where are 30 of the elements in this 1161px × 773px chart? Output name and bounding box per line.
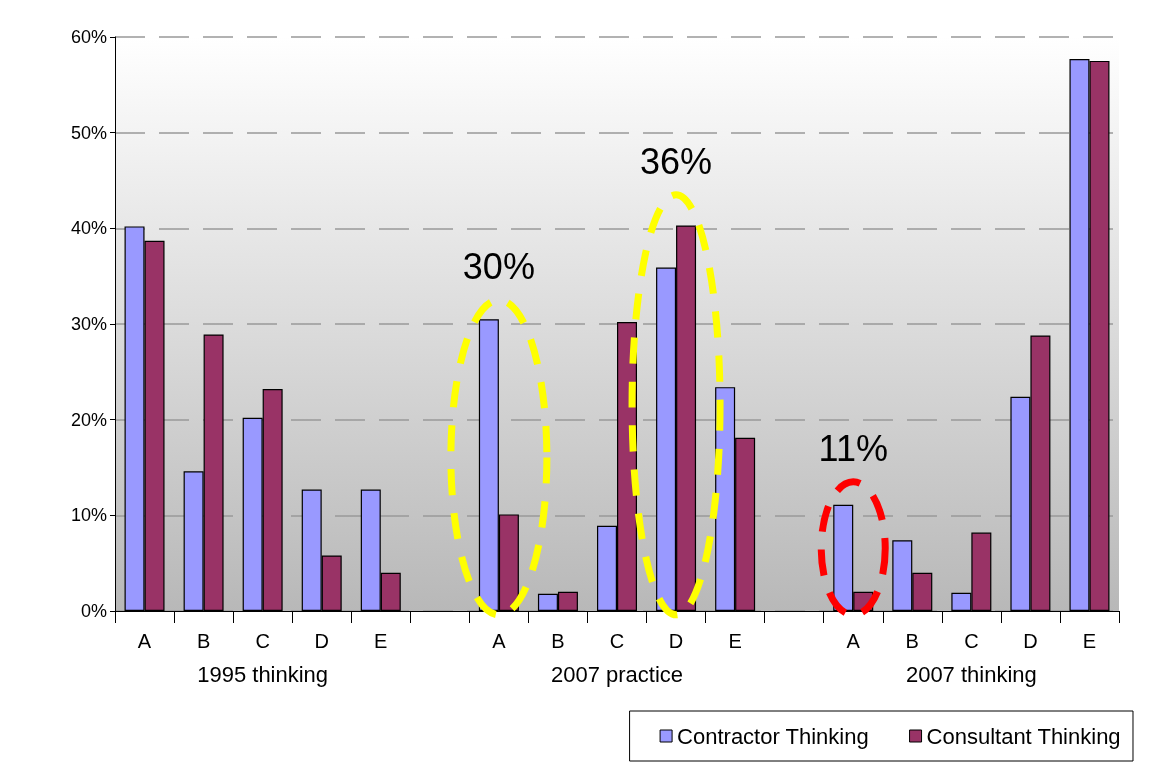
y-tick-label: 40% <box>70 218 107 239</box>
legend-label: Consultant Thinking <box>926 723 1121 749</box>
x-tick-label: D <box>1023 630 1038 652</box>
x-tick-label: D <box>314 630 329 652</box>
annotation: 11% <box>818 427 888 469</box>
x-tick-label: C <box>964 630 979 652</box>
x-tick-label: E <box>728 630 742 652</box>
y-tick-label: 20% <box>70 409 107 430</box>
x-tick-label: D <box>668 630 684 652</box>
legend-label: Contractor Thinking <box>677 723 869 749</box>
y-tick-label: 10% <box>70 505 107 526</box>
x-tick-label: B <box>905 630 919 652</box>
x-tick-label: C <box>609 630 625 652</box>
x-tick-label: A <box>846 630 861 652</box>
x-tick-label: A <box>492 630 507 652</box>
y-tick-label: 30% <box>70 314 107 334</box>
annotation: 30% <box>462 246 535 288</box>
annotation: 36% <box>640 140 713 182</box>
x-tick-label: B <box>196 630 211 652</box>
y-tick-label: 60% <box>70 27 107 47</box>
text: 2007 thinking <box>905 661 1037 687</box>
text: 2007 practice <box>550 661 684 687</box>
x-tick-label: E <box>1082 630 1097 652</box>
x-tick-label: E <box>374 630 388 652</box>
x-tick-label: A <box>137 630 152 652</box>
y-tick-label: 50% <box>70 122 107 143</box>
x-tick-label: C <box>255 630 270 652</box>
x-tick-label: B <box>551 630 565 652</box>
text: 1995 thinking <box>197 661 329 687</box>
y-tick-label: 0% <box>80 601 107 621</box>
